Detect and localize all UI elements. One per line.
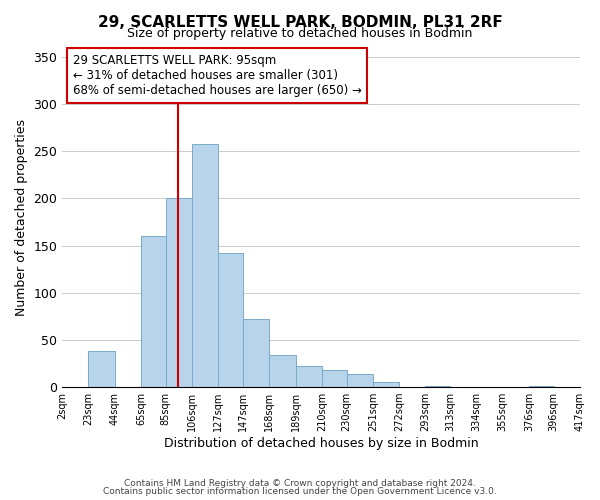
Bar (373, 382, 399, 387)
Bar (322, 370, 347, 387)
Text: Contains public sector information licensed under the Open Government Licence v3: Contains public sector information licen… (103, 487, 497, 496)
Y-axis label: Number of detached properties: Number of detached properties (15, 119, 28, 316)
Bar (425, 386, 450, 387)
Bar (192, 144, 218, 387)
Text: Contains HM Land Registry data © Crown copyright and database right 2024.: Contains HM Land Registry data © Crown c… (124, 478, 476, 488)
Bar (218, 253, 243, 387)
Bar (529, 386, 554, 387)
Bar (88, 351, 115, 387)
X-axis label: Distribution of detached houses by size in Bodmin: Distribution of detached houses by size … (164, 437, 478, 450)
Bar (166, 198, 192, 387)
Text: Size of property relative to detached houses in Bodmin: Size of property relative to detached ho… (127, 28, 473, 40)
Bar (269, 355, 296, 387)
Bar (347, 374, 373, 387)
Bar (296, 366, 322, 387)
Bar (141, 236, 166, 387)
Text: 29, SCARLETTS WELL PARK, BODMIN, PL31 2RF: 29, SCARLETTS WELL PARK, BODMIN, PL31 2R… (98, 15, 502, 30)
Text: 29 SCARLETTS WELL PARK: 95sqm
← 31% of detached houses are smaller (301)
68% of : 29 SCARLETTS WELL PARK: 95sqm ← 31% of d… (73, 54, 362, 98)
Bar (243, 319, 269, 387)
